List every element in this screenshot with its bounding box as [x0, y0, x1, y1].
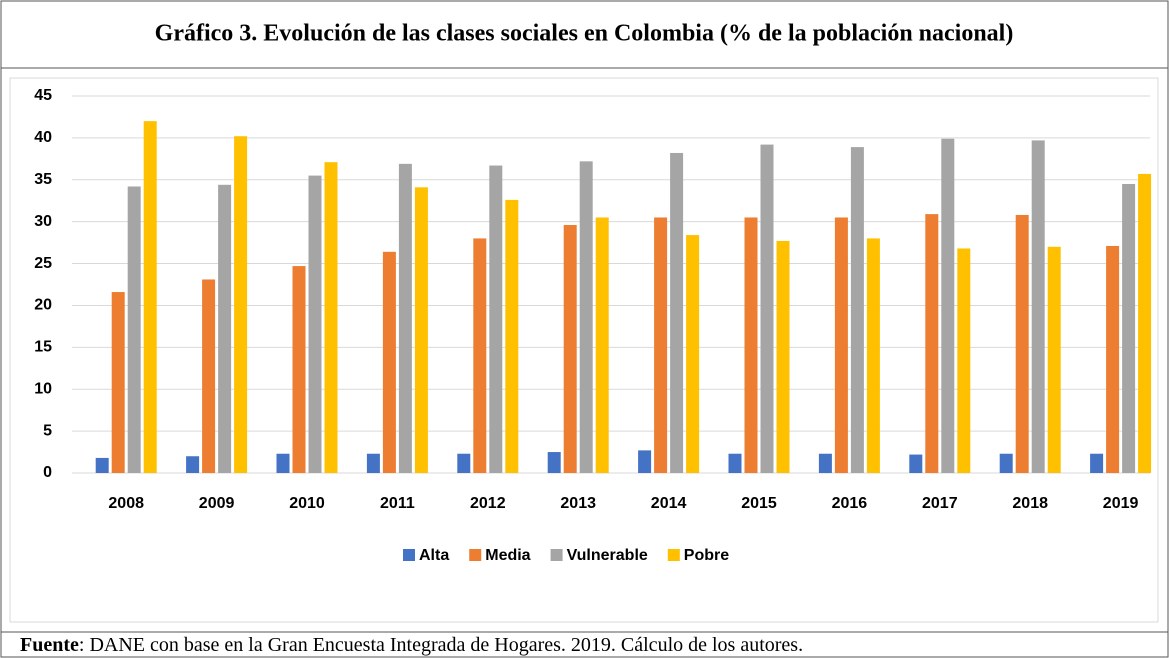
bar: [1031, 140, 1045, 473]
x-tick-label: 2009: [199, 495, 235, 512]
bar: [111, 292, 125, 473]
legend-swatch: [469, 549, 482, 561]
bar: [744, 217, 758, 473]
bar: [776, 240, 790, 473]
y-tick-label: 25: [34, 255, 52, 272]
y-tick-label: 35: [34, 171, 52, 188]
legend-swatch: [667, 549, 680, 561]
bar: [308, 175, 322, 474]
bar: [1138, 173, 1152, 473]
y-tick-label: 30: [34, 213, 52, 230]
bar: [505, 199, 519, 473]
bar: [638, 450, 652, 473]
bar: [95, 457, 109, 473]
bar: [654, 217, 668, 473]
bar: [398, 163, 412, 474]
footer-text: : DANE con base en la Gran Encuesta Inte…: [79, 634, 803, 656]
bar: [866, 238, 880, 473]
bar: [834, 217, 848, 473]
bar: [127, 186, 141, 474]
bar: [382, 251, 396, 473]
x-tick-label: 2015: [741, 495, 777, 512]
x-tick-label: 2011: [380, 495, 415, 512]
y-tick-label: 15: [34, 339, 52, 356]
bar: [728, 453, 742, 473]
y-tick-label: 0: [43, 464, 52, 481]
x-tick-label: 2019: [1103, 495, 1139, 512]
bar: [999, 453, 1013, 473]
bar: [218, 184, 232, 473]
bar: [473, 238, 487, 473]
bar: [276, 453, 290, 473]
legend-label: Pobre: [684, 547, 729, 564]
bar: [366, 453, 380, 473]
bar: [414, 187, 428, 473]
x-tick-label: 2017: [922, 495, 958, 512]
bar: [957, 248, 971, 473]
legend-swatch: [403, 549, 415, 561]
legend-label: Vulnerable: [567, 547, 648, 564]
bar: [186, 456, 200, 473]
bar: [760, 144, 774, 473]
bar: [595, 217, 609, 473]
bar: [563, 225, 577, 473]
bar: [292, 266, 306, 473]
bar: [547, 452, 561, 473]
y-tick-label: 5: [43, 422, 52, 439]
bar: [909, 454, 923, 473]
x-tick-label: 2013: [560, 495, 596, 512]
bar: [579, 161, 593, 473]
x-tick-label: 2018: [1012, 495, 1048, 512]
legend-label: Media: [485, 547, 530, 564]
bar: [818, 453, 832, 473]
x-tick-label: 2016: [832, 495, 868, 512]
legend-swatch: [550, 549, 563, 561]
bar: [143, 121, 157, 473]
chart-title: Gráfico 3. Evolución de las clases socia…: [155, 21, 1014, 47]
bar: [1106, 245, 1120, 473]
bar: [202, 279, 216, 473]
bar: [670, 152, 684, 474]
bar: [686, 235, 700, 473]
bar: [1122, 183, 1136, 473]
bar: [324, 162, 338, 473]
bar: [1047, 246, 1061, 473]
bar: [1015, 214, 1029, 473]
x-tick-label: 2008: [108, 495, 144, 512]
y-tick-label: 20: [34, 297, 52, 314]
y-tick-label: 40: [34, 129, 52, 146]
footer: Fuente: DANE con base en la Gran Encuest…: [20, 634, 803, 656]
x-tick-label: 2014: [651, 495, 687, 512]
legend-label: Alta: [419, 547, 449, 564]
bar: [850, 147, 864, 474]
bar: [489, 165, 503, 473]
bar: [925, 214, 939, 474]
y-tick-label: 45: [34, 87, 52, 104]
y-tick-label: 10: [34, 380, 52, 397]
bar: [234, 136, 248, 474]
bar: [1090, 453, 1104, 473]
x-tick-label: 2012: [470, 495, 506, 512]
bar: [941, 138, 955, 473]
x-tick-label: 2010: [289, 495, 325, 512]
footer-label: Fuente: [20, 634, 79, 656]
plot-frame: [9, 77, 1159, 623]
bar: [457, 453, 471, 473]
